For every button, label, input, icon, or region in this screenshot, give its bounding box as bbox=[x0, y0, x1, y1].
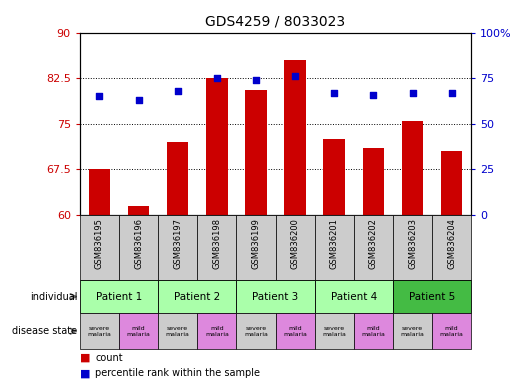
Text: percentile rank within the sample: percentile rank within the sample bbox=[95, 368, 260, 378]
Bar bbox=[315, 215, 354, 280]
Bar bbox=[354, 313, 393, 349]
Bar bbox=[119, 313, 158, 349]
Text: severe
malaria: severe malaria bbox=[244, 326, 268, 337]
Text: mild
malaria: mild malaria bbox=[362, 326, 385, 337]
Bar bbox=[363, 148, 384, 215]
Text: GSM836196: GSM836196 bbox=[134, 218, 143, 269]
Text: GSM836202: GSM836202 bbox=[369, 218, 378, 269]
Text: GSM836200: GSM836200 bbox=[290, 218, 300, 269]
Bar bbox=[197, 313, 236, 349]
Bar bbox=[315, 280, 393, 313]
Bar bbox=[441, 151, 462, 215]
Bar bbox=[89, 169, 110, 215]
Bar bbox=[276, 313, 315, 349]
Bar bbox=[402, 121, 423, 215]
Point bbox=[330, 90, 338, 96]
Bar bbox=[393, 313, 432, 349]
Bar bbox=[197, 215, 236, 280]
Text: ■: ■ bbox=[80, 353, 90, 363]
Point bbox=[369, 92, 377, 98]
Text: GSM836195: GSM836195 bbox=[95, 218, 104, 269]
Text: mild
malaria: mild malaria bbox=[205, 326, 229, 337]
Point bbox=[252, 77, 260, 83]
Bar bbox=[167, 142, 188, 215]
Text: GSM836201: GSM836201 bbox=[330, 218, 339, 269]
Bar bbox=[315, 313, 354, 349]
Text: GSM836204: GSM836204 bbox=[447, 218, 456, 269]
Bar bbox=[119, 215, 158, 280]
Bar bbox=[276, 215, 315, 280]
Text: Patient 2: Patient 2 bbox=[174, 291, 220, 302]
Bar bbox=[245, 90, 267, 215]
Bar bbox=[432, 313, 471, 349]
Point bbox=[408, 90, 417, 96]
Bar bbox=[80, 313, 119, 349]
Title: GDS4259 / 8033023: GDS4259 / 8033023 bbox=[205, 15, 346, 29]
Bar bbox=[206, 78, 228, 215]
Text: count: count bbox=[95, 353, 123, 363]
Text: disease state: disease state bbox=[12, 326, 77, 336]
Text: individual: individual bbox=[30, 291, 77, 302]
Bar bbox=[158, 313, 197, 349]
Text: mild
malaria: mild malaria bbox=[283, 326, 307, 337]
Text: Patient 3: Patient 3 bbox=[252, 291, 299, 302]
Text: GSM836199: GSM836199 bbox=[251, 218, 261, 269]
Point bbox=[448, 90, 456, 96]
Bar bbox=[393, 280, 471, 313]
Point bbox=[134, 97, 143, 103]
Point bbox=[174, 88, 182, 94]
Bar bbox=[432, 215, 471, 280]
Text: GSM836198: GSM836198 bbox=[212, 218, 221, 269]
Text: severe
malaria: severe malaria bbox=[401, 326, 424, 337]
Bar bbox=[128, 206, 149, 215]
Text: Patient 4: Patient 4 bbox=[331, 291, 377, 302]
Text: severe
malaria: severe malaria bbox=[88, 326, 111, 337]
Bar bbox=[80, 215, 119, 280]
Bar bbox=[284, 60, 306, 215]
Text: ■: ■ bbox=[80, 368, 90, 378]
Text: mild
malaria: mild malaria bbox=[440, 326, 464, 337]
Bar bbox=[158, 280, 236, 313]
Bar bbox=[236, 313, 276, 349]
Bar bbox=[80, 280, 158, 313]
Text: GSM836197: GSM836197 bbox=[173, 218, 182, 269]
Bar bbox=[393, 215, 432, 280]
Text: severe
malaria: severe malaria bbox=[322, 326, 346, 337]
Text: GSM836203: GSM836203 bbox=[408, 218, 417, 269]
Bar bbox=[354, 215, 393, 280]
Point bbox=[213, 75, 221, 81]
Bar bbox=[236, 215, 276, 280]
Bar bbox=[236, 280, 315, 313]
Text: Patient 1: Patient 1 bbox=[96, 291, 142, 302]
Text: Patient 5: Patient 5 bbox=[409, 291, 455, 302]
Point bbox=[291, 73, 299, 79]
Bar bbox=[323, 139, 345, 215]
Point bbox=[95, 93, 104, 99]
Text: mild
malaria: mild malaria bbox=[127, 326, 150, 337]
Bar bbox=[158, 215, 197, 280]
Text: severe
malaria: severe malaria bbox=[166, 326, 190, 337]
